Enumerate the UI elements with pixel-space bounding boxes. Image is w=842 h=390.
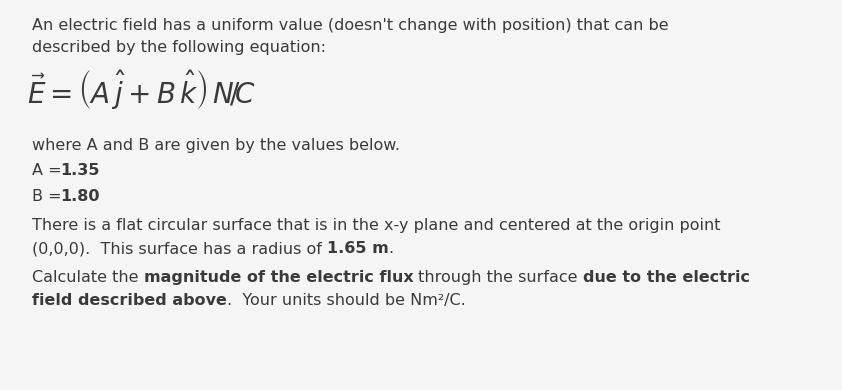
Text: 1.35: 1.35 (60, 163, 99, 178)
Text: .  Your units should be Nm²/C.: . Your units should be Nm²/C. (226, 293, 466, 308)
Text: field described above: field described above (32, 293, 226, 308)
Text: where A and B are given by the values below.: where A and B are given by the values be… (32, 138, 400, 153)
Text: There is a flat circular surface that is in the x-y plane and centered at the or: There is a flat circular surface that is… (32, 218, 721, 233)
Text: .: . (389, 241, 394, 256)
Text: 1.80: 1.80 (60, 189, 99, 204)
Text: $\vec{E} = \left(A\,\hat{j}+B\,\hat{k}\right)\,N\!/\!C$: $\vec{E} = \left(A\,\hat{j}+B\,\hat{k}\r… (27, 68, 255, 111)
Text: due to the electric: due to the electric (583, 270, 750, 285)
Text: (0,0,0).  This surface has a radius of: (0,0,0). This surface has a radius of (32, 241, 327, 256)
Text: A =: A = (32, 163, 67, 178)
Text: described by the following equation:: described by the following equation: (32, 40, 326, 55)
Text: Calculate the: Calculate the (32, 270, 144, 285)
Text: magnitude of the electric flux: magnitude of the electric flux (144, 270, 413, 285)
Text: 1.65 m: 1.65 m (327, 241, 389, 256)
Text: B =: B = (32, 189, 67, 204)
Text: through the surface: through the surface (413, 270, 583, 285)
Text: An electric field has a uniform value (doesn't change with position) that can be: An electric field has a uniform value (d… (32, 18, 669, 33)
